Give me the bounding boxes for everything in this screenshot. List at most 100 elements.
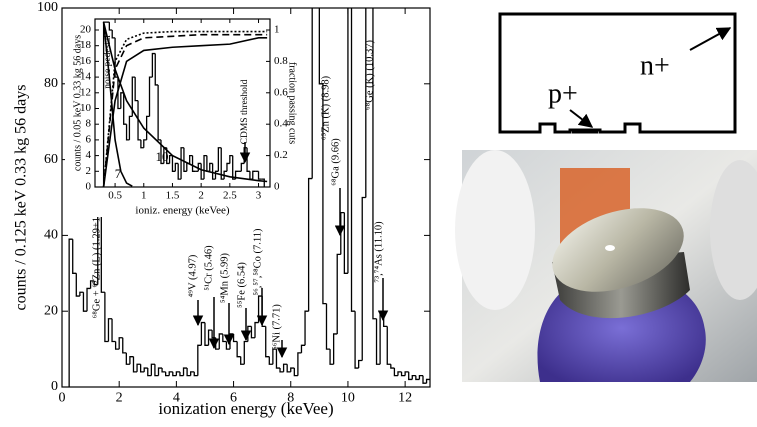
histogram-bin (300, 344, 306, 353)
histogram-bin (154, 364, 159, 377)
histogram-bin (200, 163, 205, 180)
histogram-bin (132, 356, 138, 373)
histogram-bin (157, 84, 161, 141)
histogram-bin (165, 371, 170, 377)
detector-diagram: p+ n+ (498, 12, 737, 134)
y2-tick-label: 0 (274, 181, 280, 193)
y-tick-label: 60 (44, 152, 58, 167)
histogram-bin (129, 356, 134, 365)
histogram-bin (240, 162, 245, 172)
histogram-bin (197, 344, 202, 376)
x-tick-label: 2 (198, 189, 204, 201)
histogram-bin (404, 371, 409, 376)
histogram-bin (125, 352, 130, 365)
annotation: noise pedestal (103, 35, 113, 89)
histogram-bin (261, 178, 265, 187)
y-tick-label: 8 (86, 118, 92, 130)
histogram-bin (104, 292, 109, 343)
histogram-bin (72, 239, 77, 274)
histogram-bin (118, 337, 123, 350)
axes-frame (61, 7, 431, 388)
curve (102, 30, 268, 187)
histogram-bin (307, 177, 313, 312)
histogram-bin (137, 100, 141, 141)
y-tick-label: 16 (80, 55, 92, 67)
histogram-bin (114, 341, 120, 350)
y-tick-label: 4 (86, 149, 92, 161)
histogram-bin (131, 76, 136, 117)
histogram-bin (148, 76, 153, 117)
x-tick-label: 1.5 (166, 189, 180, 201)
curve (102, 37, 268, 187)
annotation: ⁶⁸Ge (K) (10.37) (364, 39, 375, 110)
x-tick-label: 4 (173, 390, 180, 405)
annotation: ⁵⁶Ni (7.71) (271, 304, 282, 350)
histogram-bin (250, 326, 256, 339)
histogram-bin (180, 147, 184, 180)
histogram-bin (254, 321, 259, 338)
histogram-bin (93, 280, 98, 286)
curve (102, 21, 268, 183)
y-tick-label: 40 (44, 228, 58, 243)
photo-figure (710, 160, 757, 300)
histogram-bin (143, 139, 147, 148)
histogram-bin (390, 364, 395, 369)
y2-tick-label: 0.2 (274, 149, 288, 161)
histogram-bin (257, 171, 262, 180)
histogram-bin (179, 371, 184, 377)
photo-disk (552, 208, 684, 292)
histogram-bin (220, 147, 225, 180)
histogram-bin (268, 356, 273, 365)
histogram-bin (336, 253, 341, 334)
curve (102, 33, 268, 187)
histogram-bin (361, 196, 366, 361)
histogram-bin (279, 368, 284, 373)
histogram-bin (223, 170, 227, 180)
histogram-bin (123, 92, 127, 125)
annotation: ⁶⁸Ge + ⁶⁵Zn (L) (1.29+1.1) (91, 205, 102, 318)
histogram-bin (209, 162, 213, 172)
photo-contact (605, 245, 615, 251)
annotation: ⁵⁴Mn (5.99) (219, 253, 230, 303)
histogram-bin (136, 363, 141, 372)
histogram-bin (383, 311, 388, 328)
histogram-bin (422, 375, 427, 384)
histogram-bin (425, 378, 430, 387)
y2-tick-label: 0.8 (274, 55, 288, 67)
histogram-bin (147, 368, 152, 377)
annotation: ⁶⁵Zn (K) (8.98) (320, 75, 331, 140)
histogram-bin (145, 115, 150, 140)
y-tick-label: 2 (86, 165, 92, 177)
histogram-bin (175, 371, 180, 376)
y2-tick-label: 0.6 (274, 86, 288, 98)
histogram-bin (183, 147, 187, 172)
x-tick-label: 1 (141, 189, 147, 201)
annotation: 10 (156, 149, 169, 164)
histogram-bin (204, 322, 209, 346)
diagram-label: p+ (548, 78, 578, 109)
histogram-bin (393, 368, 398, 377)
histogram-bin (243, 340, 248, 365)
plot-area (102, 21, 268, 187)
y-tick-label: 0 (51, 379, 58, 394)
histogram-bin (415, 375, 420, 381)
histogram-bin (325, 303, 331, 350)
histogram-bin (207, 329, 213, 346)
histogram-bin (340, 212, 345, 255)
histogram-bin (193, 371, 198, 377)
histogram-bin (365, 8, 367, 198)
histogram-bin (257, 295, 263, 323)
y-tick-label: 100 (37, 0, 58, 15)
histogram-bin (89, 280, 95, 289)
photo (455, 150, 757, 382)
annotation: ⁴⁹V (4.97) (187, 254, 198, 297)
histogram-bin (168, 371, 173, 376)
histogram-bin (226, 162, 230, 172)
y-axis-label: counts / 0.05 keV 0.33 kg 56 days (72, 35, 83, 171)
histogram-bin (128, 115, 133, 140)
histogram-bin (211, 163, 216, 180)
histogram-bin (347, 8, 349, 274)
histogram-bin (143, 367, 148, 372)
histogram-bin (171, 155, 176, 172)
